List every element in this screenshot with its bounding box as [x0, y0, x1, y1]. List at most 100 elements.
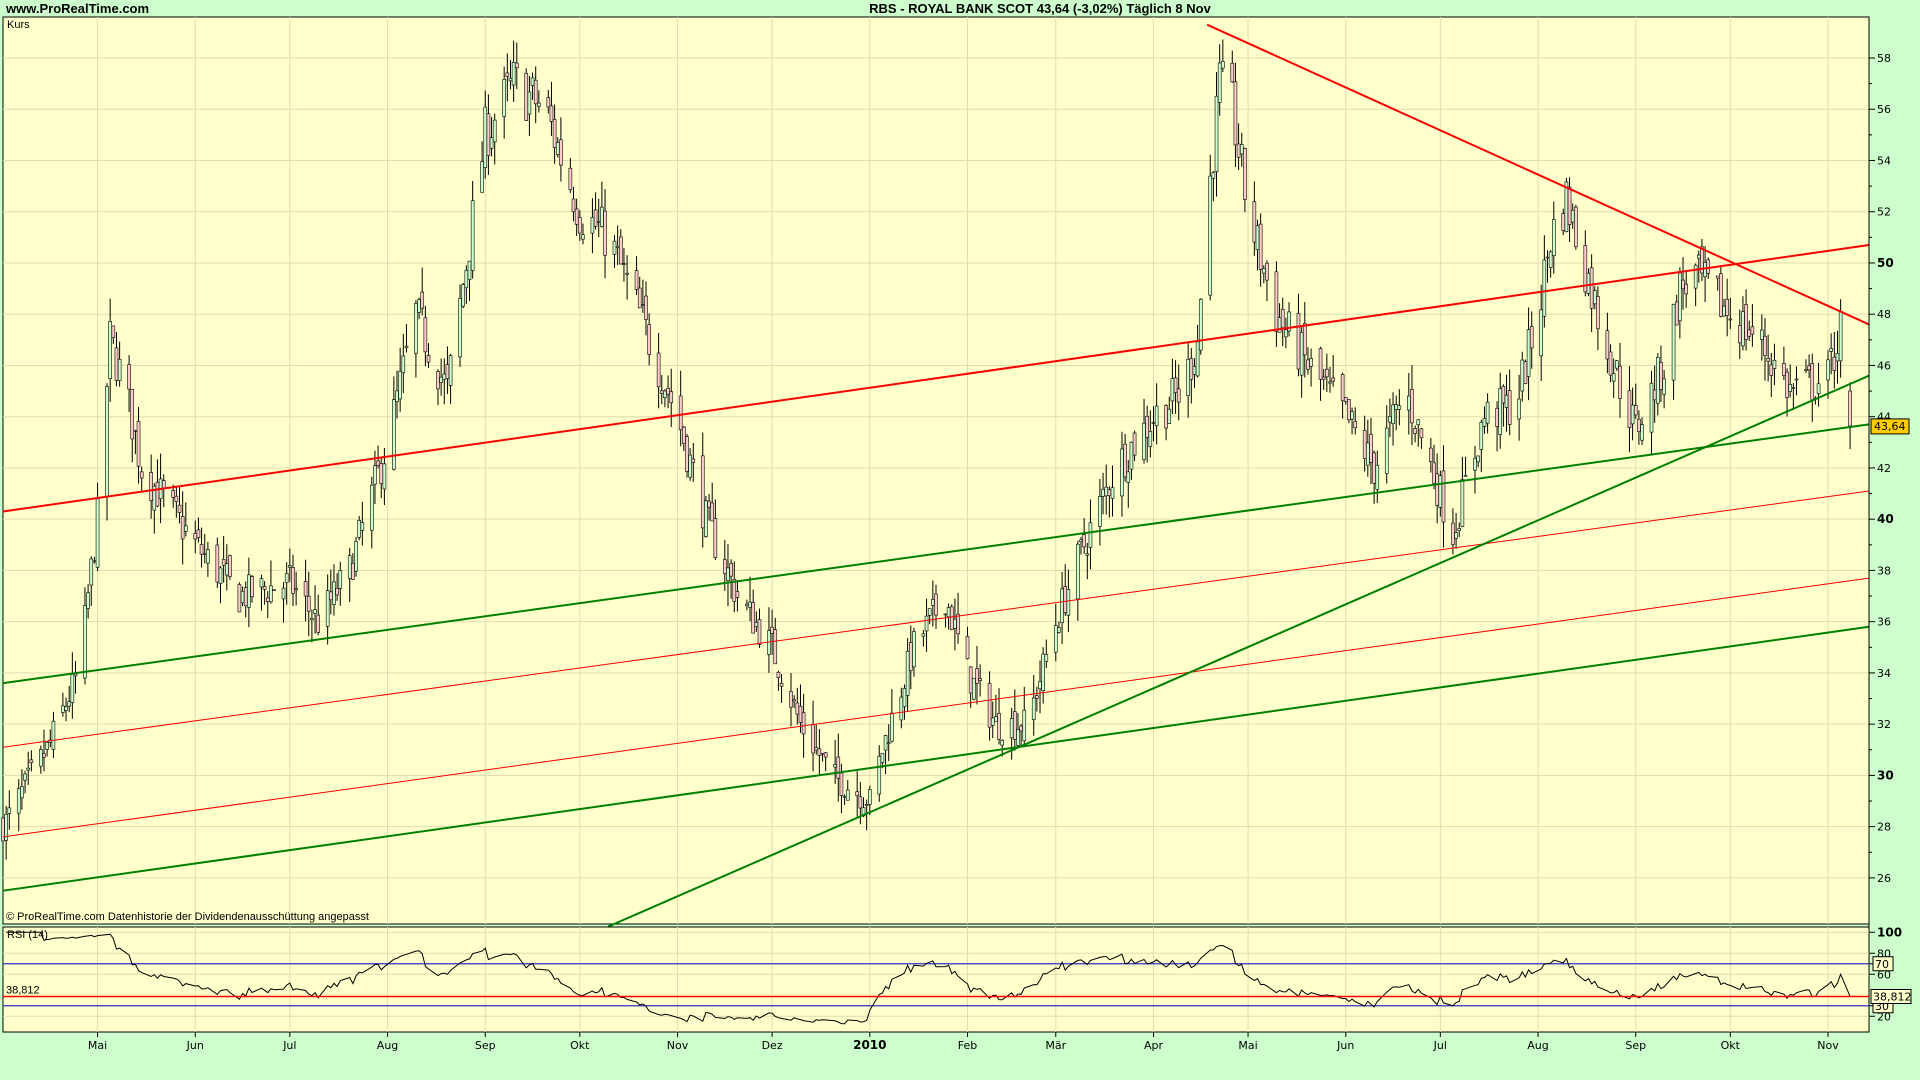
candle-body [1394, 404, 1398, 410]
candle-body [1331, 377, 1335, 382]
candle-body [420, 291, 425, 309]
candle-body [1309, 358, 1313, 367]
candle-body [883, 735, 888, 751]
candle-body [1280, 308, 1285, 328]
candles [1, 39, 1852, 860]
candle-body [70, 674, 75, 703]
candle-body [593, 209, 598, 227]
candle-body [215, 544, 220, 583]
candle-body [265, 597, 270, 602]
candle-body [467, 260, 472, 280]
candle-body [792, 699, 796, 702]
candle-body [1785, 371, 1789, 398]
candle-body [972, 677, 976, 700]
rsi-value-tag [1870, 988, 1912, 1004]
candle-body [1031, 697, 1036, 721]
candle-body [691, 458, 696, 463]
candle-body [924, 615, 929, 632]
candle-body [1262, 268, 1266, 274]
candle-body [1564, 181, 1569, 233]
price-panel[interactable]: Kurs © ProRealTime.com Datenhistorie der… [1, 16, 1870, 928]
candle-body [228, 555, 232, 577]
candle-body [376, 460, 380, 466]
rsi-series [3, 931, 1869, 1025]
candle-body [1529, 326, 1534, 349]
candle-body [83, 605, 87, 679]
candle-body [338, 570, 343, 589]
candle-body [1592, 290, 1597, 305]
candle-body [281, 587, 286, 600]
candle-body [1101, 488, 1105, 497]
candle-body [243, 587, 248, 607]
candle-body [347, 555, 352, 579]
candle-body [1384, 427, 1389, 474]
candle-body [1630, 404, 1635, 425]
rsi-band-tag [1872, 956, 1894, 972]
candle-body [833, 764, 837, 768]
trendline-red [2, 490, 1870, 748]
candle-body [1526, 329, 1531, 377]
candle-body [546, 97, 551, 108]
site-name[interactable]: www.ProRealTime.com [5, 1, 149, 16]
candle-body [218, 567, 223, 584]
candle-body [240, 590, 245, 604]
candle-body [1044, 654, 1049, 662]
candle-body [713, 518, 718, 558]
candle-body [7, 807, 12, 814]
candle-body [1107, 489, 1112, 497]
candle-body [1366, 442, 1370, 466]
candle-body [360, 522, 365, 531]
candle-body [1804, 369, 1808, 371]
price-panel-bg [2, 16, 1870, 925]
candle-body [1678, 272, 1682, 322]
candle-body [1120, 448, 1124, 497]
candle-body [1340, 374, 1345, 402]
candle-body [1022, 709, 1027, 742]
candle-body [1302, 323, 1307, 356]
candle-body [86, 592, 90, 609]
y-tick-label: 54 [1877, 154, 1891, 167]
candle-body [1517, 398, 1521, 420]
trendline-green [607, 374, 1870, 928]
candle-body [839, 772, 844, 796]
candle-body [814, 747, 819, 751]
candle-body [678, 395, 683, 431]
candle-body [426, 355, 431, 363]
candle-body [1397, 405, 1402, 410]
rsi-panel[interactable]: RSI (14) 38,812 [2, 926, 1870, 1033]
candle-body [590, 217, 595, 234]
candle-body [1681, 279, 1685, 290]
candle-body [193, 533, 198, 540]
candle-body [196, 529, 201, 538]
candle-body [1066, 589, 1071, 616]
rsi-panel-bg [2, 926, 1870, 1033]
x-tick-label: Mai [88, 1039, 107, 1052]
candle-body [1498, 388, 1503, 435]
candle-body [1132, 432, 1137, 456]
candle-body [1495, 407, 1499, 427]
candle-body [180, 516, 185, 540]
candle-body [1296, 312, 1301, 370]
candle-body [508, 77, 513, 82]
candle-body [905, 650, 910, 696]
trendline-red [2, 244, 1870, 513]
candle-body [1306, 359, 1310, 370]
candle-body [858, 796, 863, 809]
candle-body [1236, 143, 1241, 158]
candle-body [1013, 711, 1017, 740]
candle-body [1189, 358, 1194, 380]
candle-body [1416, 419, 1421, 426]
candle-body [1057, 627, 1061, 633]
candle-body [1038, 681, 1042, 690]
candle-body [1722, 305, 1726, 317]
candle-body [886, 742, 891, 745]
candle-body [505, 72, 510, 77]
candle-body [729, 563, 733, 577]
candle-body [1274, 271, 1279, 332]
candle-body [912, 631, 916, 668]
candle-body [1618, 365, 1622, 399]
candle-body [1807, 365, 1811, 371]
candle-body [1457, 528, 1462, 531]
